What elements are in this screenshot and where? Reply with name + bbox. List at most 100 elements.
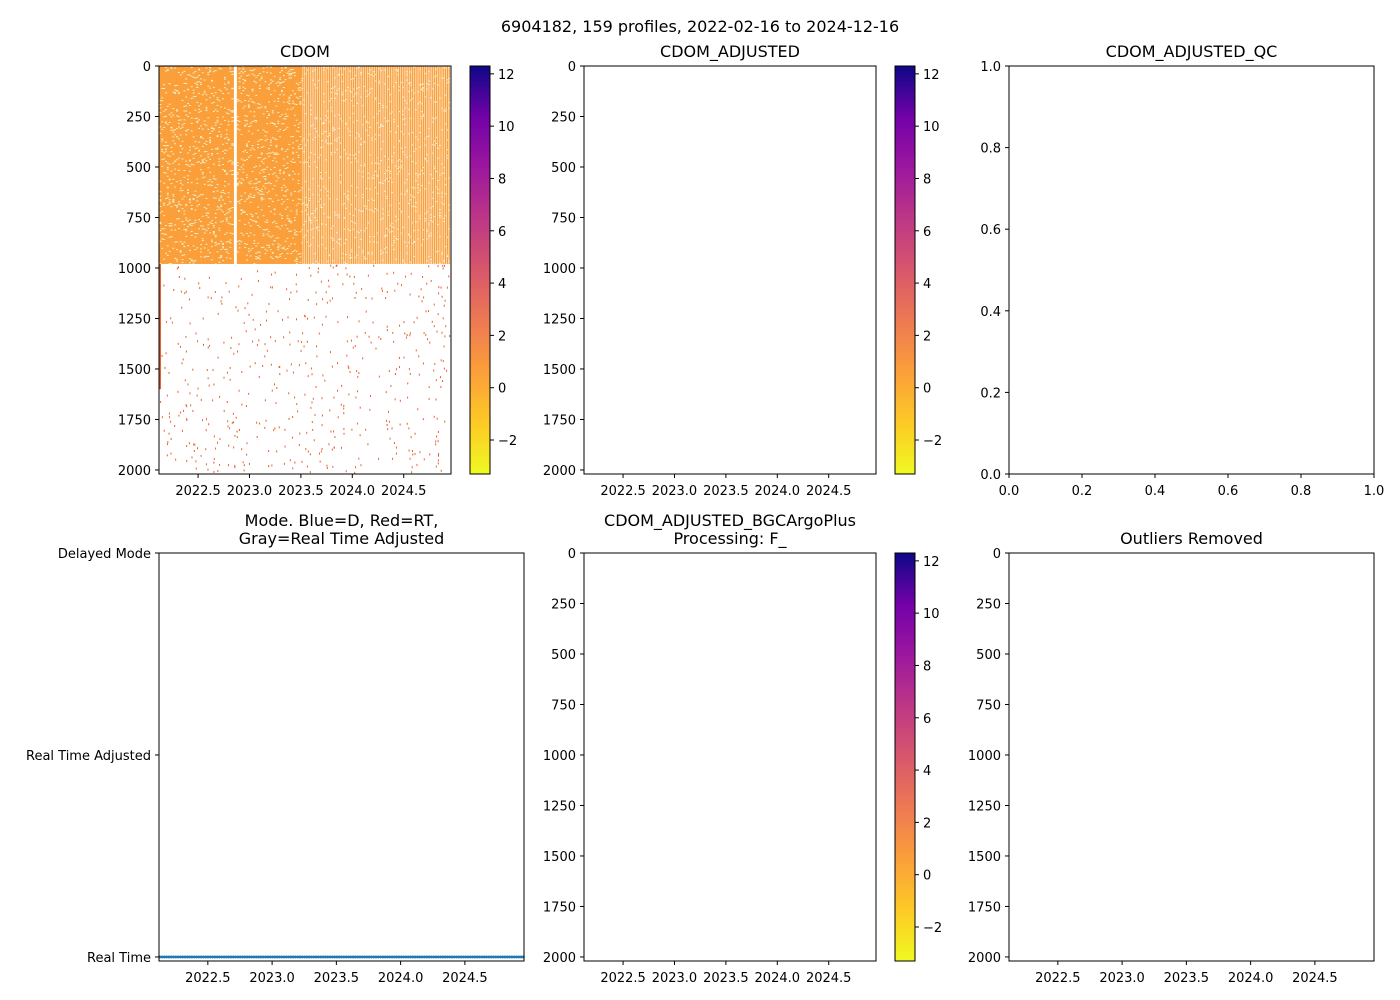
speckle [194,147,198,149]
speckle [378,103,380,105]
speckle [293,234,297,236]
speckle [179,134,183,136]
deep-point [433,303,435,306]
deep-point [360,464,362,467]
speckle [266,182,269,184]
speckle [352,78,355,80]
speckle [188,159,192,161]
speckle [166,70,170,72]
speckle [227,82,231,84]
speckle [369,188,371,190]
speckle [212,191,216,193]
speckle [214,236,218,238]
mode-point [222,955,226,959]
speckle [271,110,275,112]
speckle [374,80,377,82]
deep-point [343,407,345,410]
speckle [187,74,190,76]
speckle [236,182,240,184]
speckle [168,121,172,123]
speckle [190,208,194,210]
speckle [382,125,384,127]
speckle [343,193,345,195]
speckle [393,242,395,244]
speckle [430,97,432,99]
profile-strip [448,66,450,264]
speckle [356,102,358,104]
deep-point [356,422,358,425]
speckle [183,254,187,256]
speckle [444,246,447,248]
speckle [422,229,425,231]
speckle [242,68,245,70]
speckle [262,71,266,73]
speckle [207,249,210,251]
speckle [172,108,176,110]
profile-strip [387,66,390,264]
speckle [299,161,303,163]
speckle [286,218,290,220]
deep-point [177,390,179,393]
speckle [183,245,187,247]
speckle [163,84,166,86]
speckle [176,218,179,220]
panel-title: CDOM [280,42,330,61]
speckle [211,259,214,261]
speckle [257,188,260,190]
speckle [384,248,386,250]
deep-point [232,421,234,424]
speckle [288,220,292,222]
speckle [332,128,334,130]
speckle [367,72,369,74]
deep-point [361,287,363,290]
speckle [299,256,303,258]
speckle [247,106,251,108]
speckle [299,122,303,124]
speckle [376,209,379,211]
speckle [236,172,240,174]
colorbar-frame [469,65,491,475]
speckle [266,192,269,194]
speckle [271,251,275,253]
speckle [165,92,168,94]
deep-point [420,288,422,291]
speckle [305,73,307,75]
speckle [266,66,269,68]
speckle [214,242,218,244]
deep-point [326,301,328,304]
deep-point [304,315,306,318]
deep-point [304,393,306,396]
speckle [201,177,205,179]
speckle [218,257,222,259]
mode-point [307,955,311,959]
deep-point [385,419,387,422]
speckle [176,260,179,262]
deep-point [254,362,256,365]
deep-point [437,454,439,457]
speckle [301,211,303,213]
speckle [295,234,299,236]
speckle [305,144,307,146]
speckle [188,160,192,162]
speckle [240,209,244,211]
speckle [295,211,299,213]
y-tick-label: 1250 [543,312,576,327]
speckle [268,182,271,184]
deep-point [265,310,267,313]
deep-point [364,331,366,334]
speckle [238,68,242,70]
speckle [246,177,249,179]
profile-strip [240,66,244,264]
cdom-heatmap-data [159,66,451,474]
speckle [211,102,214,104]
speckle [345,90,347,92]
speckle [295,140,299,142]
speckle [327,67,329,69]
speckle [303,263,305,265]
speckle [386,195,388,197]
speckle [327,216,329,218]
speckle [386,170,388,172]
speckle [314,117,316,119]
profile-strip [421,66,423,264]
speckle [168,222,172,224]
